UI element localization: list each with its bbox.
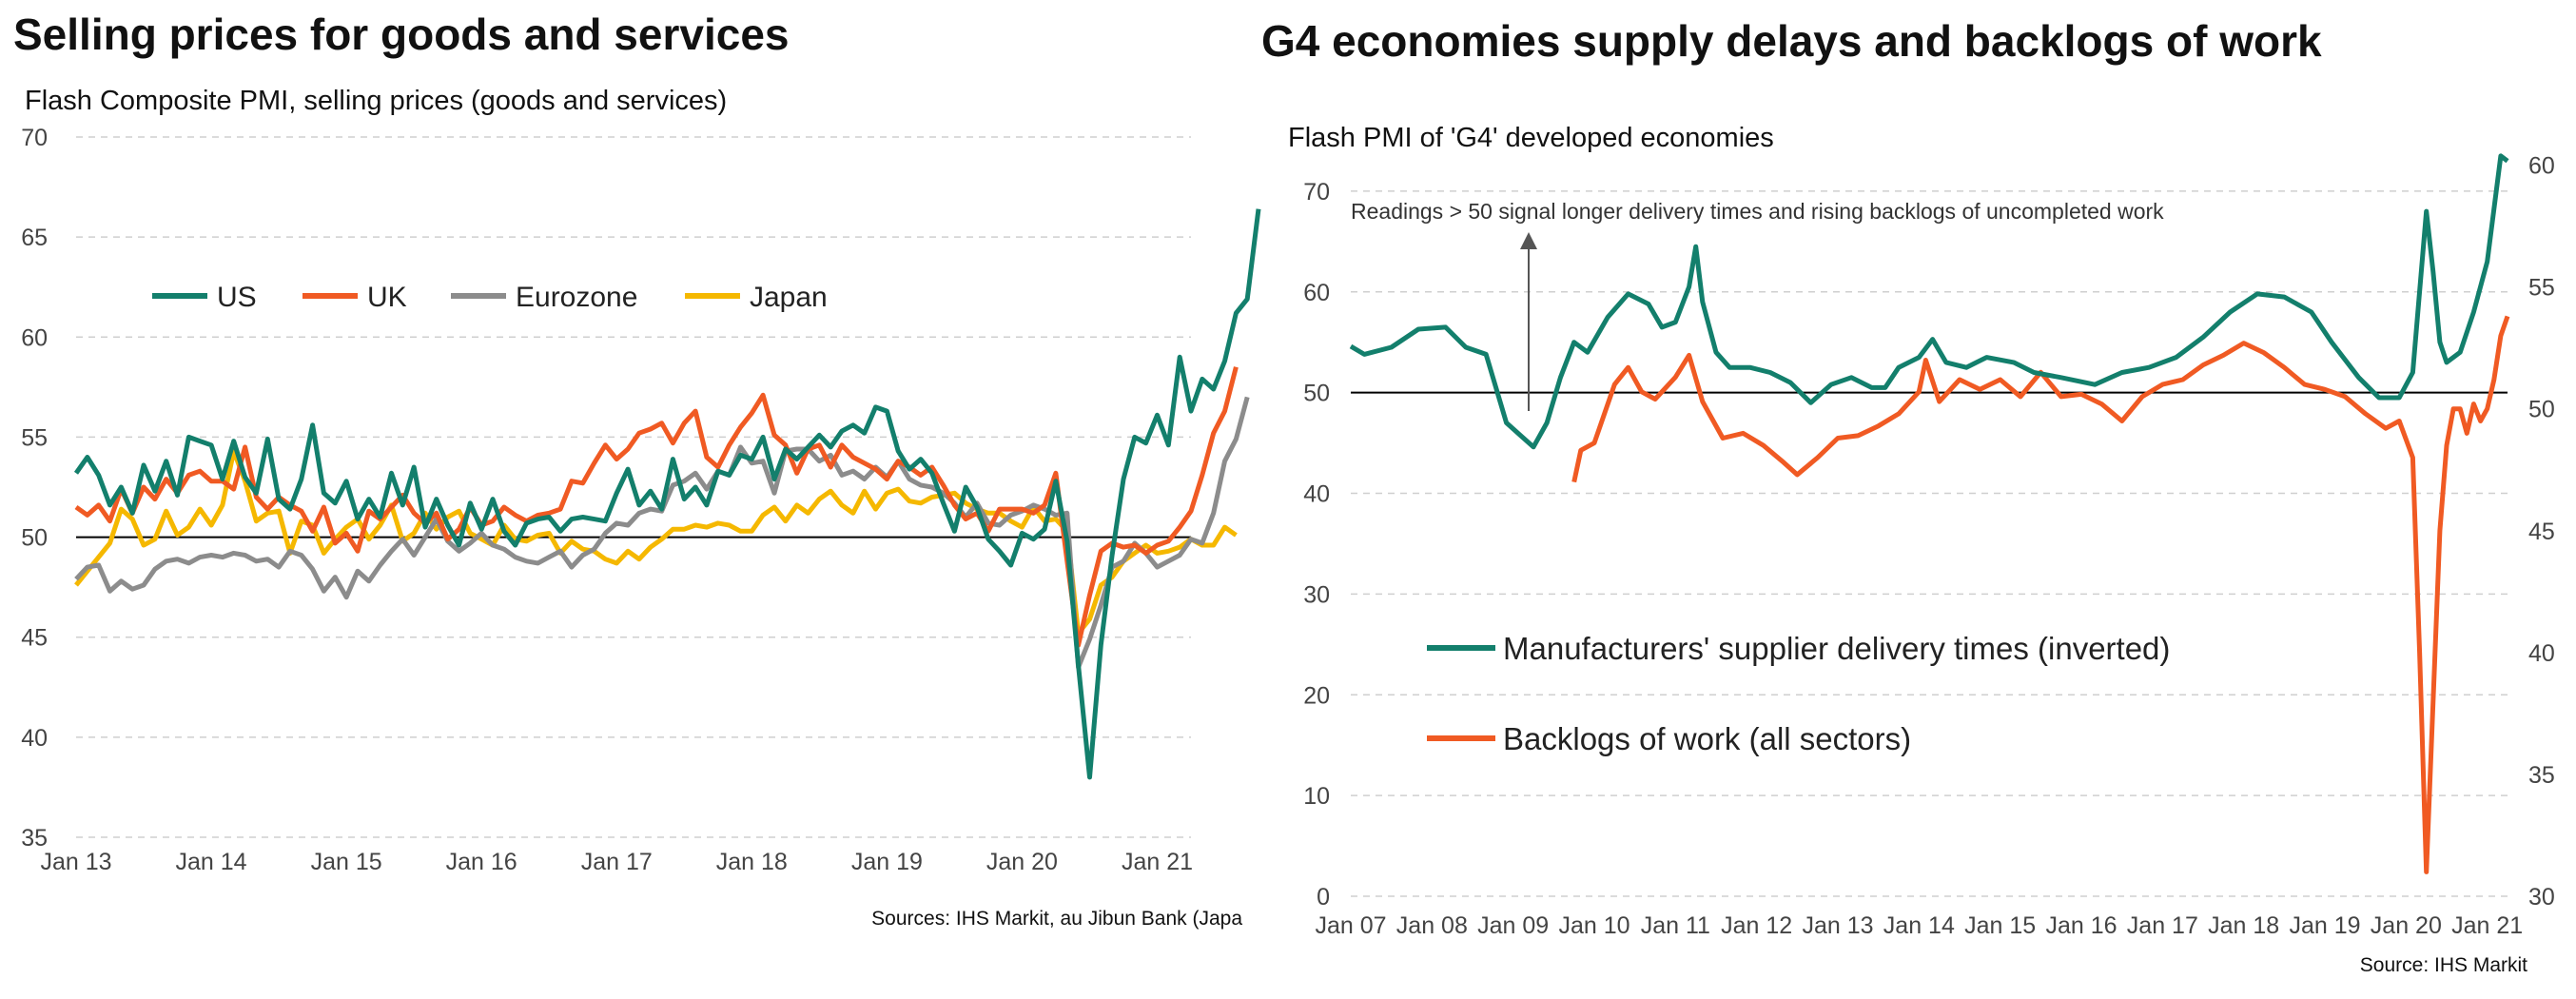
chart2-x-tick: Jan 12	[1721, 912, 1792, 939]
chart2-x-tick: Jan 18	[2208, 912, 2279, 939]
series-line-us	[73, 208, 1261, 780]
legend-label-eurozone: Eurozone	[516, 282, 637, 313]
chart1-x-tick: Jan 21	[1122, 849, 1193, 875]
chart2-right-y-tick: 50	[2528, 397, 2555, 423]
chart1-subtitle: Flash Composite PMI, selling prices (goo…	[25, 86, 727, 116]
chart2-x-tick: Jan 13	[1802, 912, 1873, 939]
chart2-right-y-tick: 55	[2528, 275, 2555, 302]
chart1-series-lines	[73, 208, 1261, 780]
chart1-x-tick: Jan 16	[446, 849, 517, 875]
chart1-legend: US UK Eurozone Japan	[152, 282, 828, 313]
chart2-subtitle: Flash PMI of 'G4' developed economies	[1288, 123, 1774, 153]
legend-label-backlogs: Backlogs of work (all sectors)	[1503, 721, 1911, 756]
chart2-right-y-tick: 40	[2528, 640, 2555, 667]
supply-delays-panel: G4 economies supply delays and backlogs …	[1261, 16, 2555, 976]
chart2-left-y-tick: 20	[1303, 682, 1330, 709]
chart2-left-y-tick: 50	[1303, 381, 1330, 407]
chart1-x-tick: Jan 20	[986, 849, 1058, 875]
chart1-x-tick: Jan 15	[311, 849, 382, 875]
chart2-x-tick: Jan 10	[1558, 912, 1630, 939]
chart2-right-y-tick: 60	[2528, 153, 2555, 180]
chart1-x-axis: Jan 13 Jan 14 Jan 15 Jan 16 Jan 17 Jan 18 Jan …	[40, 849, 1193, 875]
legend-label-uk: UK	[367, 282, 407, 313]
chart2-left-y-tick: 0	[1317, 884, 1330, 911]
chart2-x-tick: Jan 17	[2127, 912, 2198, 939]
chart1-y-tick: 50	[21, 525, 48, 552]
legend-label-japan: Japan	[750, 282, 828, 313]
chart1-x-tick: Jan 18	[716, 849, 788, 875]
chart2-right-y-axis: 30 35 40 45 50 55 60	[2528, 153, 2555, 911]
chart2-x-tick: Jan 11	[1641, 912, 1710, 939]
chart1-x-tick: Jan 14	[176, 849, 247, 875]
chart1-source: Sources: IHS Markit, au Jibun Bank (Japa	[871, 908, 1242, 930]
chart2-x-tick: Jan 14	[1883, 912, 1955, 939]
chart2-x-tick: Jan 15	[1964, 912, 2036, 939]
chart1-y-tick: 60	[21, 324, 48, 351]
chart2-x-tick: Jan 19	[2289, 912, 2360, 939]
chart1-y-tick: 35	[21, 825, 48, 852]
chart2-source: Source: IHS Markit	[2360, 954, 2527, 976]
chart2-left-y-tick: 70	[1303, 179, 1330, 206]
chart2-series-lines	[1349, 153, 2510, 874]
chart1-title: Selling prices for goods and services	[13, 10, 790, 59]
chart2-right-y-tick: 30	[2528, 884, 2555, 911]
chart2-annotation: Readings > 50 signal longer delivery tim…	[1351, 199, 2164, 224]
chart1-y-tick: 65	[21, 225, 48, 251]
chart2-right-y-tick: 35	[2528, 762, 2555, 789]
legend-label-us: US	[217, 282, 257, 313]
chart2-title: G4 economies supply delays and backlogs …	[1261, 16, 2322, 66]
chart1-x-tick: Jan 13	[40, 849, 111, 875]
chart2-x-tick: Jan 08	[1396, 912, 1468, 939]
chart1-y-tick: 70	[21, 125, 48, 151]
chart2-legend: Manufacturers' supplier delivery times (…	[1427, 631, 2170, 756]
chart1-y-tick: 40	[21, 725, 48, 752]
chart2-x-axis: Jan 07 Jan 08 Jan 09 Jan 10 Jan 11 Jan 12 Jan …	[1315, 912, 2523, 939]
chart1-y-axis: 35 40 45 50 55 60 65 70	[21, 125, 48, 852]
chart2-x-tick: Jan 16	[2045, 912, 2117, 939]
chart1-y-tick: 45	[21, 625, 48, 652]
legend-label-delivery-times: Manufacturers' supplier delivery times (…	[1503, 631, 2170, 666]
chart2-gridlines	[1351, 190, 2508, 897]
chart2-x-tick: Jan 20	[2371, 912, 2442, 939]
chart2-x-tick: Jan 21	[2451, 912, 2523, 939]
chart1-x-tick: Jan 19	[851, 849, 923, 875]
chart2-left-y-tick: 40	[1303, 481, 1330, 508]
chart1-x-tick: Jan 17	[581, 849, 653, 875]
chart2-x-tick: Jan 09	[1477, 912, 1549, 939]
series-line-manufacturers-supplier-delivery-times-inverted	[1349, 153, 2509, 450]
chart1-y-tick: 55	[21, 424, 48, 451]
selling-prices-panel: Selling prices for goods and services Fl…	[13, 10, 1261, 930]
series-line-backlogs-of-work-all-sectors	[1571, 315, 2510, 874]
chart2-right-y-tick: 45	[2528, 519, 2555, 545]
chart2-left-y-tick: 10	[1303, 783, 1330, 810]
series-line-uk	[74, 366, 1239, 648]
series-line-japan	[74, 448, 1238, 636]
chart1-gridlines	[76, 136, 1191, 838]
chart2-annotation-arrow	[1520, 232, 1537, 411]
chart2-left-y-axis: 0 10 20 30 40 50 60 70	[1303, 179, 1330, 911]
chart2-left-y-tick: 60	[1303, 280, 1330, 306]
chart2-left-y-tick: 30	[1303, 581, 1330, 608]
chart2-x-tick: Jan 07	[1315, 912, 1386, 939]
